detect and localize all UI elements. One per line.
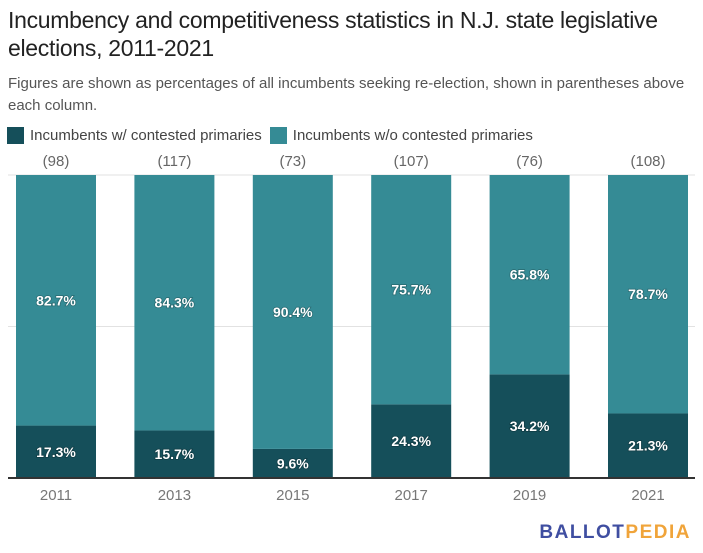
- bar-segment-uncontested: [608, 175, 688, 414]
- total-label: (108): [630, 153, 665, 170]
- total-label: (73): [279, 153, 306, 170]
- bar-segment-contested: [371, 404, 452, 478]
- x-tick-label: 2021: [631, 487, 664, 504]
- data-label: 84.3%: [155, 295, 195, 311]
- data-label: 34.2%: [510, 418, 550, 434]
- legend-label-contested: Incumbents w/ contested primaries: [30, 127, 262, 144]
- bar-segment-uncontested: [489, 175, 570, 375]
- data-label: 15.7%: [155, 446, 195, 462]
- logo-part-ballot: BALLOT: [539, 522, 626, 543]
- bar-segment-uncontested: [371, 175, 452, 405]
- legend-item-contested: Incumbents w/ contested primaries: [7, 127, 262, 144]
- legend-swatch-uncontested: [269, 127, 287, 144]
- chart-subtitle: Figures are shown as percentages of all …: [8, 75, 685, 114]
- x-tick-label: 2017: [395, 487, 428, 504]
- legend-swatch-contested: [7, 127, 24, 144]
- data-label: 65.8%: [510, 267, 550, 283]
- stacked-bar-chart: 17.3% 82.7% (98) 2011 15.7% 84.3% (117) 2013 9.6…: [8, 153, 695, 504]
- total-label: (107): [394, 153, 429, 170]
- bar-segment-contested: [134, 430, 215, 478]
- total-label: (76): [516, 153, 543, 170]
- data-label: 17.3%: [36, 444, 76, 460]
- x-tick-label: 2013: [158, 487, 191, 504]
- legend-item-uncontested: Incumbents w/o contested primaries: [269, 127, 533, 144]
- x-tick-label: 2015: [276, 487, 309, 504]
- data-label: 82.7%: [36, 292, 76, 308]
- data-label: 90.4%: [273, 304, 313, 320]
- bar-segment-uncontested: [252, 175, 333, 449]
- ballotpedia-logo: BALLOTPEDIA: [539, 522, 691, 544]
- bar-segment-contested: [608, 413, 688, 478]
- total-label: (98): [43, 153, 70, 170]
- chart-title: Incumbency and competitiveness statistic…: [8, 7, 658, 61]
- total-label: (117): [157, 153, 191, 170]
- bar-segment-contested: [16, 425, 96, 478]
- bar-segment-contested: [489, 374, 570, 478]
- logo-part-pedia: PEDIA: [625, 522, 691, 543]
- data-label: 78.7%: [628, 286, 668, 302]
- bar-segment-uncontested: [16, 175, 96, 426]
- data-label: 9.6%: [277, 455, 309, 471]
- legend-label-uncontested: Incumbents w/o contested primaries: [292, 127, 533, 144]
- x-tick-label: 2011: [40, 487, 72, 504]
- data-label: 21.3%: [628, 438, 668, 454]
- bar-segment-uncontested: [134, 175, 215, 431]
- x-tick-label: 2019: [513, 487, 546, 504]
- data-label: 75.7%: [391, 282, 431, 298]
- data-label: 24.3%: [391, 433, 431, 449]
- legend: Incumbents w/ contested primaries Incumb…: [7, 127, 541, 144]
- bar-segment-contested: [252, 448, 333, 478]
